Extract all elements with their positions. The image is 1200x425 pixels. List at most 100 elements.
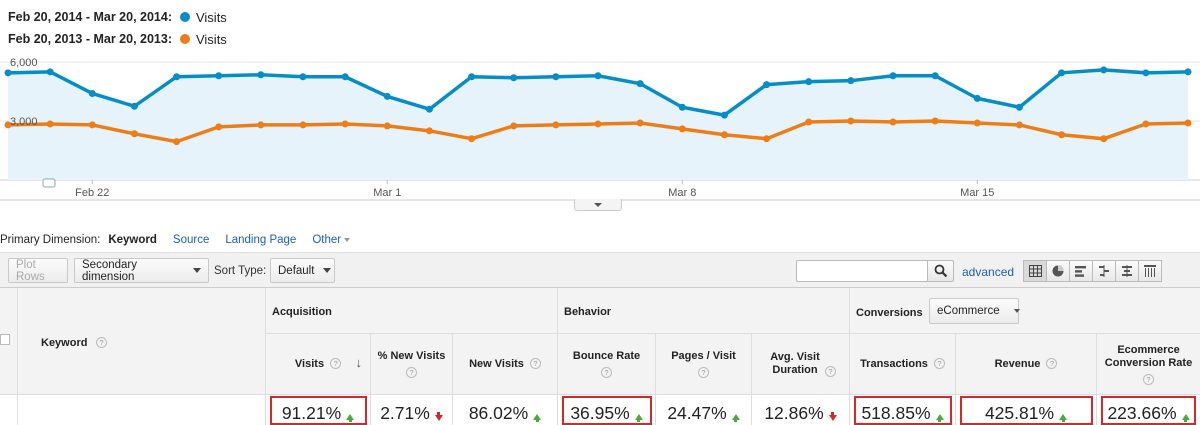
- data-point-current-9[interactable]: [383, 92, 391, 100]
- sort-type-dropdown[interactable]: Default: [270, 258, 335, 283]
- data-point-current-26[interactable]: [1100, 66, 1108, 74]
- view-performance-button[interactable]: [1069, 260, 1093, 282]
- pages-per-visit-column-header[interactable]: Pages / Visit?: [656, 334, 752, 395]
- data-point-previous-11[interactable]: [468, 135, 476, 143]
- secondary-dimension-dropdown[interactable]: Secondary dimension: [74, 258, 209, 283]
- view-comparison-button[interactable]: [1092, 260, 1116, 282]
- data-point-current-4[interactable]: [173, 73, 181, 81]
- data-point-current-24[interactable]: [1015, 103, 1023, 111]
- data-point-current-16[interactable]: [678, 103, 686, 111]
- data-point-previous-25[interactable]: [1058, 131, 1066, 139]
- data-point-current-11[interactable]: [468, 73, 476, 81]
- primary-dimension-other[interactable]: Other: [312, 234, 351, 246]
- data-point-current-10[interactable]: [425, 105, 433, 113]
- data-point-current-2[interactable]: [88, 89, 96, 97]
- visits-column-header[interactable]: ↓ Visits?: [266, 334, 371, 395]
- data-point-current-28[interactable]: [1184, 68, 1192, 76]
- data-point-previous-1[interactable]: [46, 120, 54, 128]
- help-icon[interactable]: ?: [933, 358, 945, 370]
- revenue-column-header[interactable]: Revenue?: [956, 334, 1097, 395]
- help-icon[interactable]: ?: [825, 366, 836, 378]
- primary-dimension-keyword[interactable]: Keyword: [108, 234, 157, 246]
- data-point-previous-22[interactable]: [931, 117, 939, 125]
- conversions-goal-dropdown[interactable]: eCommerce: [929, 298, 1020, 324]
- data-point-previous-0[interactable]: [4, 121, 12, 129]
- ecommerce-conversion-rate-column-header[interactable]: Ecommerce Conversion Rate?: [1097, 334, 1200, 395]
- data-point-current-23[interactable]: [973, 94, 981, 102]
- data-point-previous-9[interactable]: [383, 122, 391, 130]
- data-point-previous-6[interactable]: [257, 121, 265, 129]
- data-point-previous-14[interactable]: [594, 120, 602, 128]
- data-point-previous-20[interactable]: [847, 117, 855, 125]
- data-point-previous-5[interactable]: [215, 123, 223, 131]
- data-point-current-8[interactable]: [341, 73, 349, 81]
- view-table-button[interactable]: [1023, 260, 1047, 282]
- data-point-current-25[interactable]: [1058, 69, 1066, 77]
- data-point-previous-10[interactable]: [425, 127, 433, 135]
- help-icon[interactable]: ?: [96, 337, 107, 348]
- data-point-previous-13[interactable]: [552, 121, 560, 129]
- primary-dimension-other-label: Other: [312, 234, 342, 246]
- help-icon[interactable]: ?: [697, 367, 709, 378]
- data-point-previous-24[interactable]: [1015, 121, 1023, 129]
- data-point-previous-27[interactable]: [1142, 120, 1150, 128]
- avg-visit-duration-column-header[interactable]: Avg. Visit Duration?: [752, 334, 850, 395]
- data-point-previous-12[interactable]: [510, 122, 518, 130]
- data-point-current-17[interactable]: [720, 111, 728, 119]
- plot-rows-button[interactable]: Plot Rows: [8, 258, 68, 283]
- view-term-cloud-button[interactable]: [1115, 260, 1139, 282]
- data-point-current-22[interactable]: [931, 72, 939, 80]
- view-pivot-button[interactable]: [1138, 260, 1162, 282]
- data-point-current-14[interactable]: [594, 72, 602, 80]
- chart-collapse-toggle[interactable]: [574, 199, 622, 211]
- help-icon[interactable]: ?: [330, 358, 342, 370]
- data-point-current-27[interactable]: [1142, 69, 1150, 77]
- data-point-previous-2[interactable]: [88, 121, 96, 129]
- data-point-previous-4[interactable]: [173, 138, 181, 146]
- view-pie-button[interactable]: [1046, 260, 1070, 282]
- data-point-current-12[interactable]: [510, 74, 518, 82]
- transactions-column-header[interactable]: Transactions?: [850, 334, 956, 395]
- data-point-previous-19[interactable]: [805, 118, 813, 126]
- search-button[interactable]: [927, 260, 954, 282]
- data-point-previous-8[interactable]: [341, 120, 349, 128]
- help-icon[interactable]: ?: [529, 358, 541, 370]
- help-icon[interactable]: ?: [601, 367, 612, 378]
- data-point-previous-28[interactable]: [1184, 119, 1192, 127]
- primary-dimension-landing-page[interactable]: Landing Page: [225, 234, 297, 246]
- data-point-current-1[interactable]: [46, 68, 54, 76]
- data-point-current-21[interactable]: [889, 72, 897, 80]
- help-icon[interactable]: ?: [405, 367, 417, 378]
- data-point-current-20[interactable]: [847, 77, 855, 85]
- data-point-current-13[interactable]: [552, 73, 560, 81]
- primary-dimension-source[interactable]: Source: [172, 234, 210, 246]
- annotation-marker-icon[interactable]: [42, 178, 56, 188]
- data-point-previous-26[interactable]: [1100, 135, 1108, 143]
- data-point-current-19[interactable]: [805, 78, 813, 86]
- data-point-previous-7[interactable]: [299, 121, 307, 129]
- data-point-current-3[interactable]: [130, 102, 138, 110]
- select-all-checkbox[interactable]: [0, 334, 10, 345]
- keyword-column-header[interactable]: Keyword ?: [18, 288, 266, 395]
- advanced-filter-link[interactable]: advanced: [962, 265, 1015, 279]
- data-point-previous-23[interactable]: [973, 119, 981, 127]
- data-point-previous-18[interactable]: [763, 135, 771, 143]
- data-point-current-15[interactable]: [636, 80, 644, 88]
- data-point-current-0[interactable]: [4, 69, 12, 77]
- new-visits-column-header[interactable]: New Visits?: [453, 334, 558, 395]
- data-point-previous-16[interactable]: [678, 125, 686, 133]
- data-point-current-18[interactable]: [763, 81, 771, 89]
- data-point-previous-3[interactable]: [130, 130, 138, 138]
- bounce-rate-column-header[interactable]: Bounce Rate?: [558, 334, 656, 395]
- data-point-previous-21[interactable]: [889, 118, 897, 126]
- data-point-current-7[interactable]: [299, 73, 307, 81]
- data-point-current-5[interactable]: [215, 72, 223, 80]
- table-search-input[interactable]: [796, 260, 928, 282]
- help-icon[interactable]: ?: [1046, 358, 1058, 370]
- data-point-previous-17[interactable]: [720, 131, 728, 139]
- new-visits-pct-column-header[interactable]: % New Visits?: [371, 334, 453, 395]
- visits-line-chart[interactable]: 6,000 3,000 Feb 22 Mar 1 Mar 8 Mar 15: [0, 52, 1200, 210]
- data-point-previous-15[interactable]: [636, 119, 644, 127]
- help-icon[interactable]: ?: [1143, 373, 1154, 385]
- data-point-current-6[interactable]: [257, 71, 265, 79]
